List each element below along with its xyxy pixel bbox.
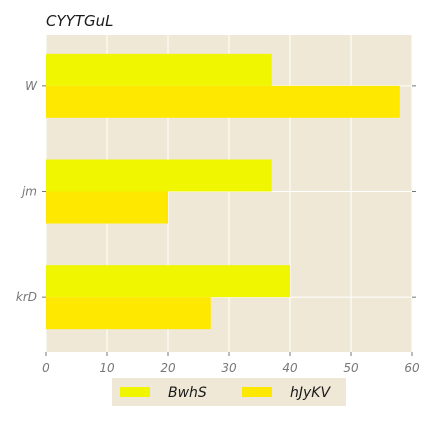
bar-BwhS-jm	[46, 159, 272, 192]
y-tick-label: krD	[16, 290, 37, 304]
bar-hJyKV-krD	[46, 297, 211, 330]
x-tick-label: 0	[42, 361, 50, 375]
y-tick-labels: Wjm krD	[16, 79, 416, 304]
legend-swatch-BwhS	[120, 387, 150, 397]
y-tick-label: jm	[20, 185, 37, 199]
legend-swatch-hJyKV	[242, 387, 272, 397]
x-tick-label: 20	[160, 361, 176, 375]
bar-BwhS-W	[46, 53, 272, 86]
legend-label-BwhS: BwhS	[168, 385, 207, 401]
bar-hJyKV-jm	[46, 191, 168, 224]
bar-hJyKV-W	[46, 85, 400, 118]
chart-title: CYYTGuL	[46, 12, 113, 30]
legend-box	[112, 378, 346, 406]
legend: BwhS hJyKV	[112, 378, 346, 406]
x-tick-label: 40	[282, 361, 298, 375]
x-tick-label: 50	[343, 361, 359, 375]
bars	[46, 53, 400, 330]
x-tick-label: 60	[404, 361, 420, 375]
bar-BwhS-krD	[46, 265, 290, 298]
x-tick-label: 30	[221, 361, 237, 375]
x-tick-label: 10	[99, 361, 115, 375]
legend-label-hJyKV: hJyKV	[290, 385, 331, 401]
x-tick-labels: 0 10 20 30 40 50 60	[42, 352, 420, 375]
y-tick-label: W	[25, 79, 38, 93]
